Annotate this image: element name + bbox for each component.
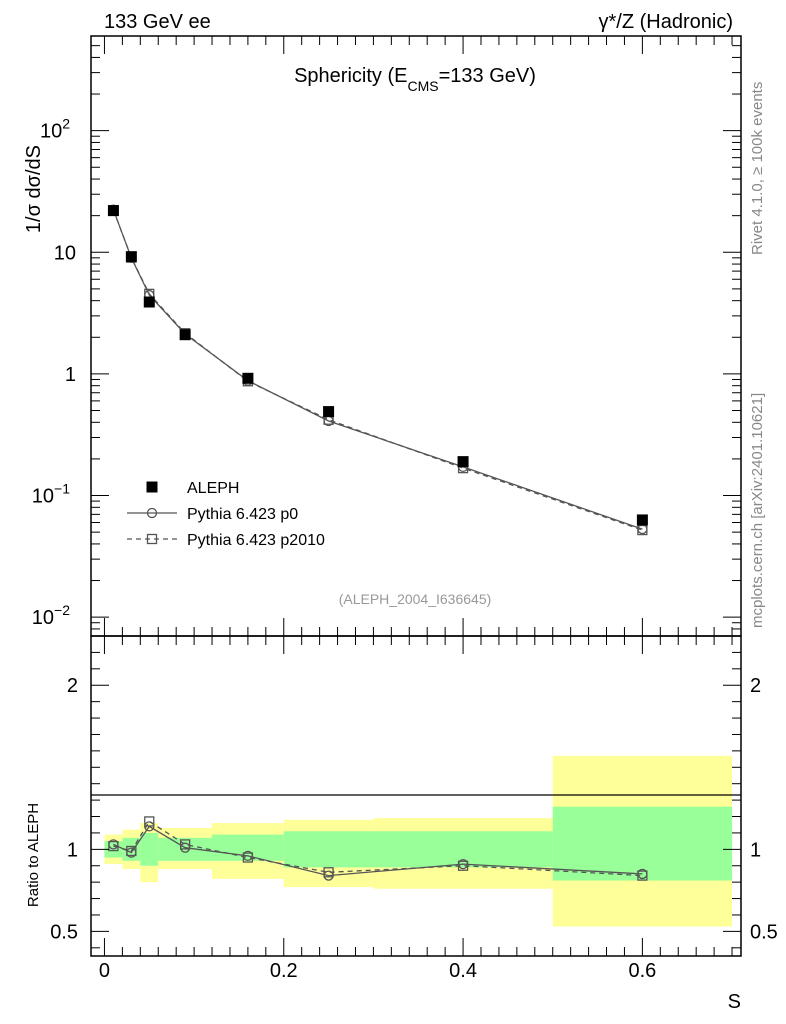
main-series-point xyxy=(125,251,137,263)
ratio-series xyxy=(108,816,648,881)
main-series-point xyxy=(637,524,648,536)
ratio-y-tick-label-right: 2 xyxy=(750,675,761,697)
header-right: γ*/Z (Hadronic) xyxy=(599,11,733,33)
main-series-point xyxy=(242,372,254,384)
ratio-y-tick-label: 2 xyxy=(67,675,78,697)
legend-marker xyxy=(146,507,158,519)
ratio-series-line xyxy=(113,820,643,877)
main-panel: Sphericity (ECMS=133 GeV) 1/σ dσ/dS (ALE… xyxy=(23,35,742,637)
main-series xyxy=(107,204,648,536)
ratio-y-tick-label-right: 0.5 xyxy=(750,921,778,943)
main-series-point xyxy=(179,329,191,341)
main-series-point xyxy=(636,514,648,526)
ratio-series-line xyxy=(113,825,643,877)
ratio-series-point xyxy=(457,860,469,871)
ratio-series-point xyxy=(126,845,137,857)
legend-label: ALEPH xyxy=(187,480,239,497)
ratio-panel: 0.5 0.5 1 1 2 2 0 0.2 0.4 0.6 Ratio to ALEPH S xyxy=(25,635,778,1013)
ratio-inner-band xyxy=(212,834,284,861)
ratio-inner-band xyxy=(373,831,553,868)
x-axis-label: S xyxy=(728,991,741,1013)
main-ticks: 10−2 10−1 1 10 102 xyxy=(32,35,741,637)
ratio-y-tick-label: 1 xyxy=(67,839,78,861)
ratio-inner-band xyxy=(283,831,374,868)
ratio-series-point xyxy=(108,840,119,852)
ratio-series-point xyxy=(242,852,254,863)
ratio-series-point xyxy=(179,839,191,850)
legend-marker xyxy=(146,533,158,545)
x-tick-label: 0.2 xyxy=(270,960,298,982)
main-series-point xyxy=(107,205,119,217)
header-left: 133 GeV ee xyxy=(104,11,211,33)
x-tick-label: 0.6 xyxy=(628,960,656,982)
side-label-top: Rivet 4.1.0, ≥ 100k events xyxy=(749,82,766,255)
x-tick-label: 0.4 xyxy=(449,960,477,982)
legend-label: Pythia 6.423 p0 xyxy=(187,506,298,523)
ratio-frame xyxy=(90,635,742,957)
ratio-series-point xyxy=(323,867,334,878)
ratio-inner-band xyxy=(552,806,733,881)
ratio-y-tick-label-right: 1 xyxy=(750,839,761,861)
main-legend: ALEPH Pythia 6.423 p0 Pythia 6.423 p2010 xyxy=(127,480,325,549)
main-series-point xyxy=(457,456,469,468)
ratio-y-tick-label: 0.5 xyxy=(50,921,78,943)
main-title: Sphericity (ECMS=133 GeV) xyxy=(294,65,536,94)
main-y-tick-label: 10 xyxy=(54,242,76,264)
legend-marker xyxy=(146,481,158,493)
main-series-point xyxy=(323,406,335,418)
main-y-tick-label: 10−2 xyxy=(32,602,70,629)
main-y-tick-label: 10−1 xyxy=(32,481,70,508)
main-y-tick-label: 102 xyxy=(40,116,70,143)
main-series-line xyxy=(112,209,643,531)
main-y-tick-label: 1 xyxy=(65,364,76,386)
ratio-series-point xyxy=(637,870,648,881)
ratio-y-axis-label: Ratio to ALEPH xyxy=(25,803,42,907)
ratio-series-point xyxy=(144,816,155,827)
side-label-bottom: mcplots.cern.ch [arXiv:2401.10621] xyxy=(749,393,766,628)
main-series-point xyxy=(143,296,155,308)
ratio-ticks: 0.5 0.5 1 1 2 2 0 0.2 0.4 0.6 xyxy=(50,636,778,982)
ratio-bands xyxy=(104,755,733,927)
x-tick-label: 0 xyxy=(99,960,110,982)
ratio-inner-band xyxy=(140,832,159,866)
main-annotation: (ALEPH_2004_I636645) xyxy=(339,591,492,607)
main-y-axis-label: 1/σ dσ/dS xyxy=(23,145,45,233)
legend-label: Pythia 6.423 p2010 xyxy=(187,532,325,549)
